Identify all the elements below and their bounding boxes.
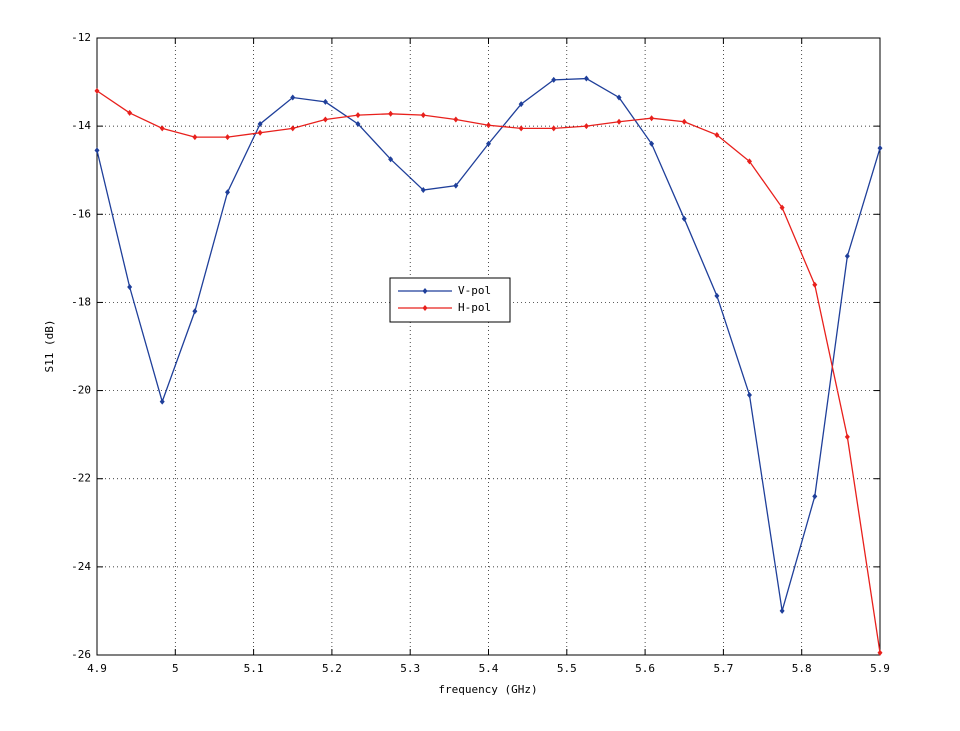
marker (518, 101, 524, 108)
y-tick-label: -26 (71, 648, 91, 661)
marker (714, 131, 720, 138)
x-tick-label: 5.8 (792, 662, 812, 675)
marker (290, 125, 296, 132)
marker (551, 76, 557, 83)
y-tick-label: -24 (71, 560, 91, 573)
marker (388, 110, 394, 117)
marker (94, 87, 100, 94)
marker (159, 125, 165, 132)
marker (322, 98, 328, 105)
x-tick-label: 5.6 (635, 662, 655, 675)
marker (812, 493, 818, 500)
marker (877, 649, 883, 656)
marker (225, 189, 231, 196)
y-tick-label: -14 (71, 119, 91, 132)
marker (322, 116, 328, 123)
marker (127, 109, 133, 116)
x-tick-label: 5.1 (244, 662, 264, 675)
marker (551, 125, 557, 132)
x-tick-label: 5.5 (557, 662, 577, 675)
marker (453, 116, 459, 123)
marker (290, 94, 296, 101)
marker (583, 75, 589, 82)
x-tick-label: 5.4 (479, 662, 499, 675)
x-tick-label: 4.9 (87, 662, 107, 675)
plot-frame (96, 37, 881, 656)
marker (714, 292, 720, 299)
marker (812, 281, 818, 288)
marker (518, 125, 524, 132)
y-tick-label: -12 (71, 31, 91, 44)
marker (746, 391, 752, 398)
marker (616, 94, 622, 101)
marker (583, 123, 589, 130)
marker (192, 308, 198, 315)
marker (257, 129, 263, 136)
legend-marker (422, 305, 428, 311)
marker (877, 145, 883, 152)
marker (192, 134, 198, 141)
legend-marker (422, 288, 428, 294)
marker (486, 140, 491, 147)
marker (681, 118, 687, 125)
marker (844, 253, 850, 260)
marker (453, 182, 459, 189)
marker (779, 204, 785, 211)
marker (159, 398, 165, 405)
marker (388, 156, 394, 163)
marker (127, 284, 133, 291)
marker (257, 120, 263, 127)
marker (616, 118, 622, 125)
marker (649, 115, 655, 122)
y-tick-label: -18 (71, 295, 91, 308)
x-tick-label: 5.3 (400, 662, 420, 675)
legend-label: V-pol (458, 284, 491, 297)
y-tick-label: -20 (71, 384, 91, 397)
marker (420, 112, 426, 119)
y-axis-label: S11 (dB) (43, 320, 56, 373)
y-tick-label: -22 (71, 472, 91, 485)
marker (681, 215, 687, 222)
marker (355, 120, 361, 127)
legend-label: H-pol (458, 301, 491, 314)
x-axis-label: frequency (GHz) (438, 683, 537, 696)
x-tick-label: 5 (172, 662, 179, 675)
marker (420, 187, 426, 194)
marker (94, 147, 100, 154)
marker (355, 112, 361, 119)
marker (649, 140, 655, 147)
marker (779, 607, 785, 614)
legend-box (389, 277, 511, 323)
x-tick-label: 5.2 (322, 662, 342, 675)
marker (746, 158, 752, 165)
x-tick-label: 5.9 (870, 662, 890, 675)
x-tick-label: 5.7 (713, 662, 733, 675)
marker (486, 122, 491, 129)
marker (844, 433, 850, 440)
marker (225, 134, 231, 141)
y-tick-label: -16 (71, 207, 91, 220)
